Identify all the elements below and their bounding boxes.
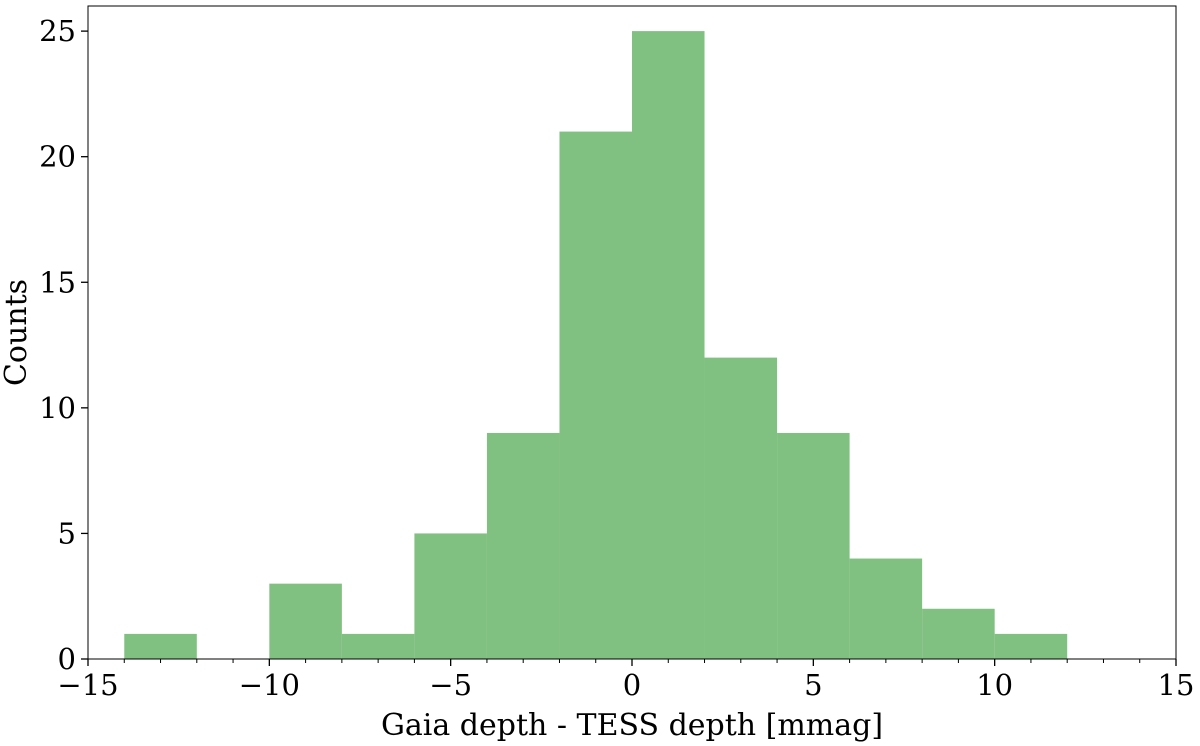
histogram-bar [341, 633, 415, 659]
x-tick-label: −5 [429, 668, 472, 702]
histogram-bar [994, 633, 1068, 659]
y-tick-label: 25 [39, 14, 76, 48]
x-tick-label: −15 [57, 668, 118, 702]
histogram-bar [849, 558, 923, 659]
histogram-bars [124, 31, 1068, 660]
histogram-bar [704, 357, 778, 659]
x-axis-label: Gaia depth - TESS depth [mmag] [381, 708, 883, 743]
histogram-bar [486, 432, 560, 659]
x-axis-ticks: −15 −10 −5 0 5 10 15 [57, 659, 1194, 702]
y-tick-label: 15 [39, 265, 76, 299]
histogram-bar [124, 633, 197, 659]
histogram-bar [777, 432, 850, 659]
y-tick-label: 10 [39, 391, 76, 425]
x-tick-label: 15 [1158, 668, 1195, 702]
histogram-bar [922, 608, 995, 659]
y-tick-label: 20 [39, 140, 76, 174]
histogram-bar [269, 583, 342, 659]
y-tick-label: 5 [58, 516, 76, 550]
x-tick-label: 0 [623, 668, 641, 702]
histogram-bar [414, 533, 487, 659]
x-tick-label: 10 [976, 668, 1013, 702]
y-axis-ticks: 0 5 10 15 20 25 [39, 14, 88, 676]
histogram-bar [632, 31, 705, 660]
x-tick-label: 5 [804, 668, 822, 702]
histogram-bar [559, 131, 632, 660]
y-tick-label: 0 [58, 642, 76, 676]
x-tick-label: −10 [239, 668, 300, 702]
y-axis-label: Counts [0, 279, 34, 386]
